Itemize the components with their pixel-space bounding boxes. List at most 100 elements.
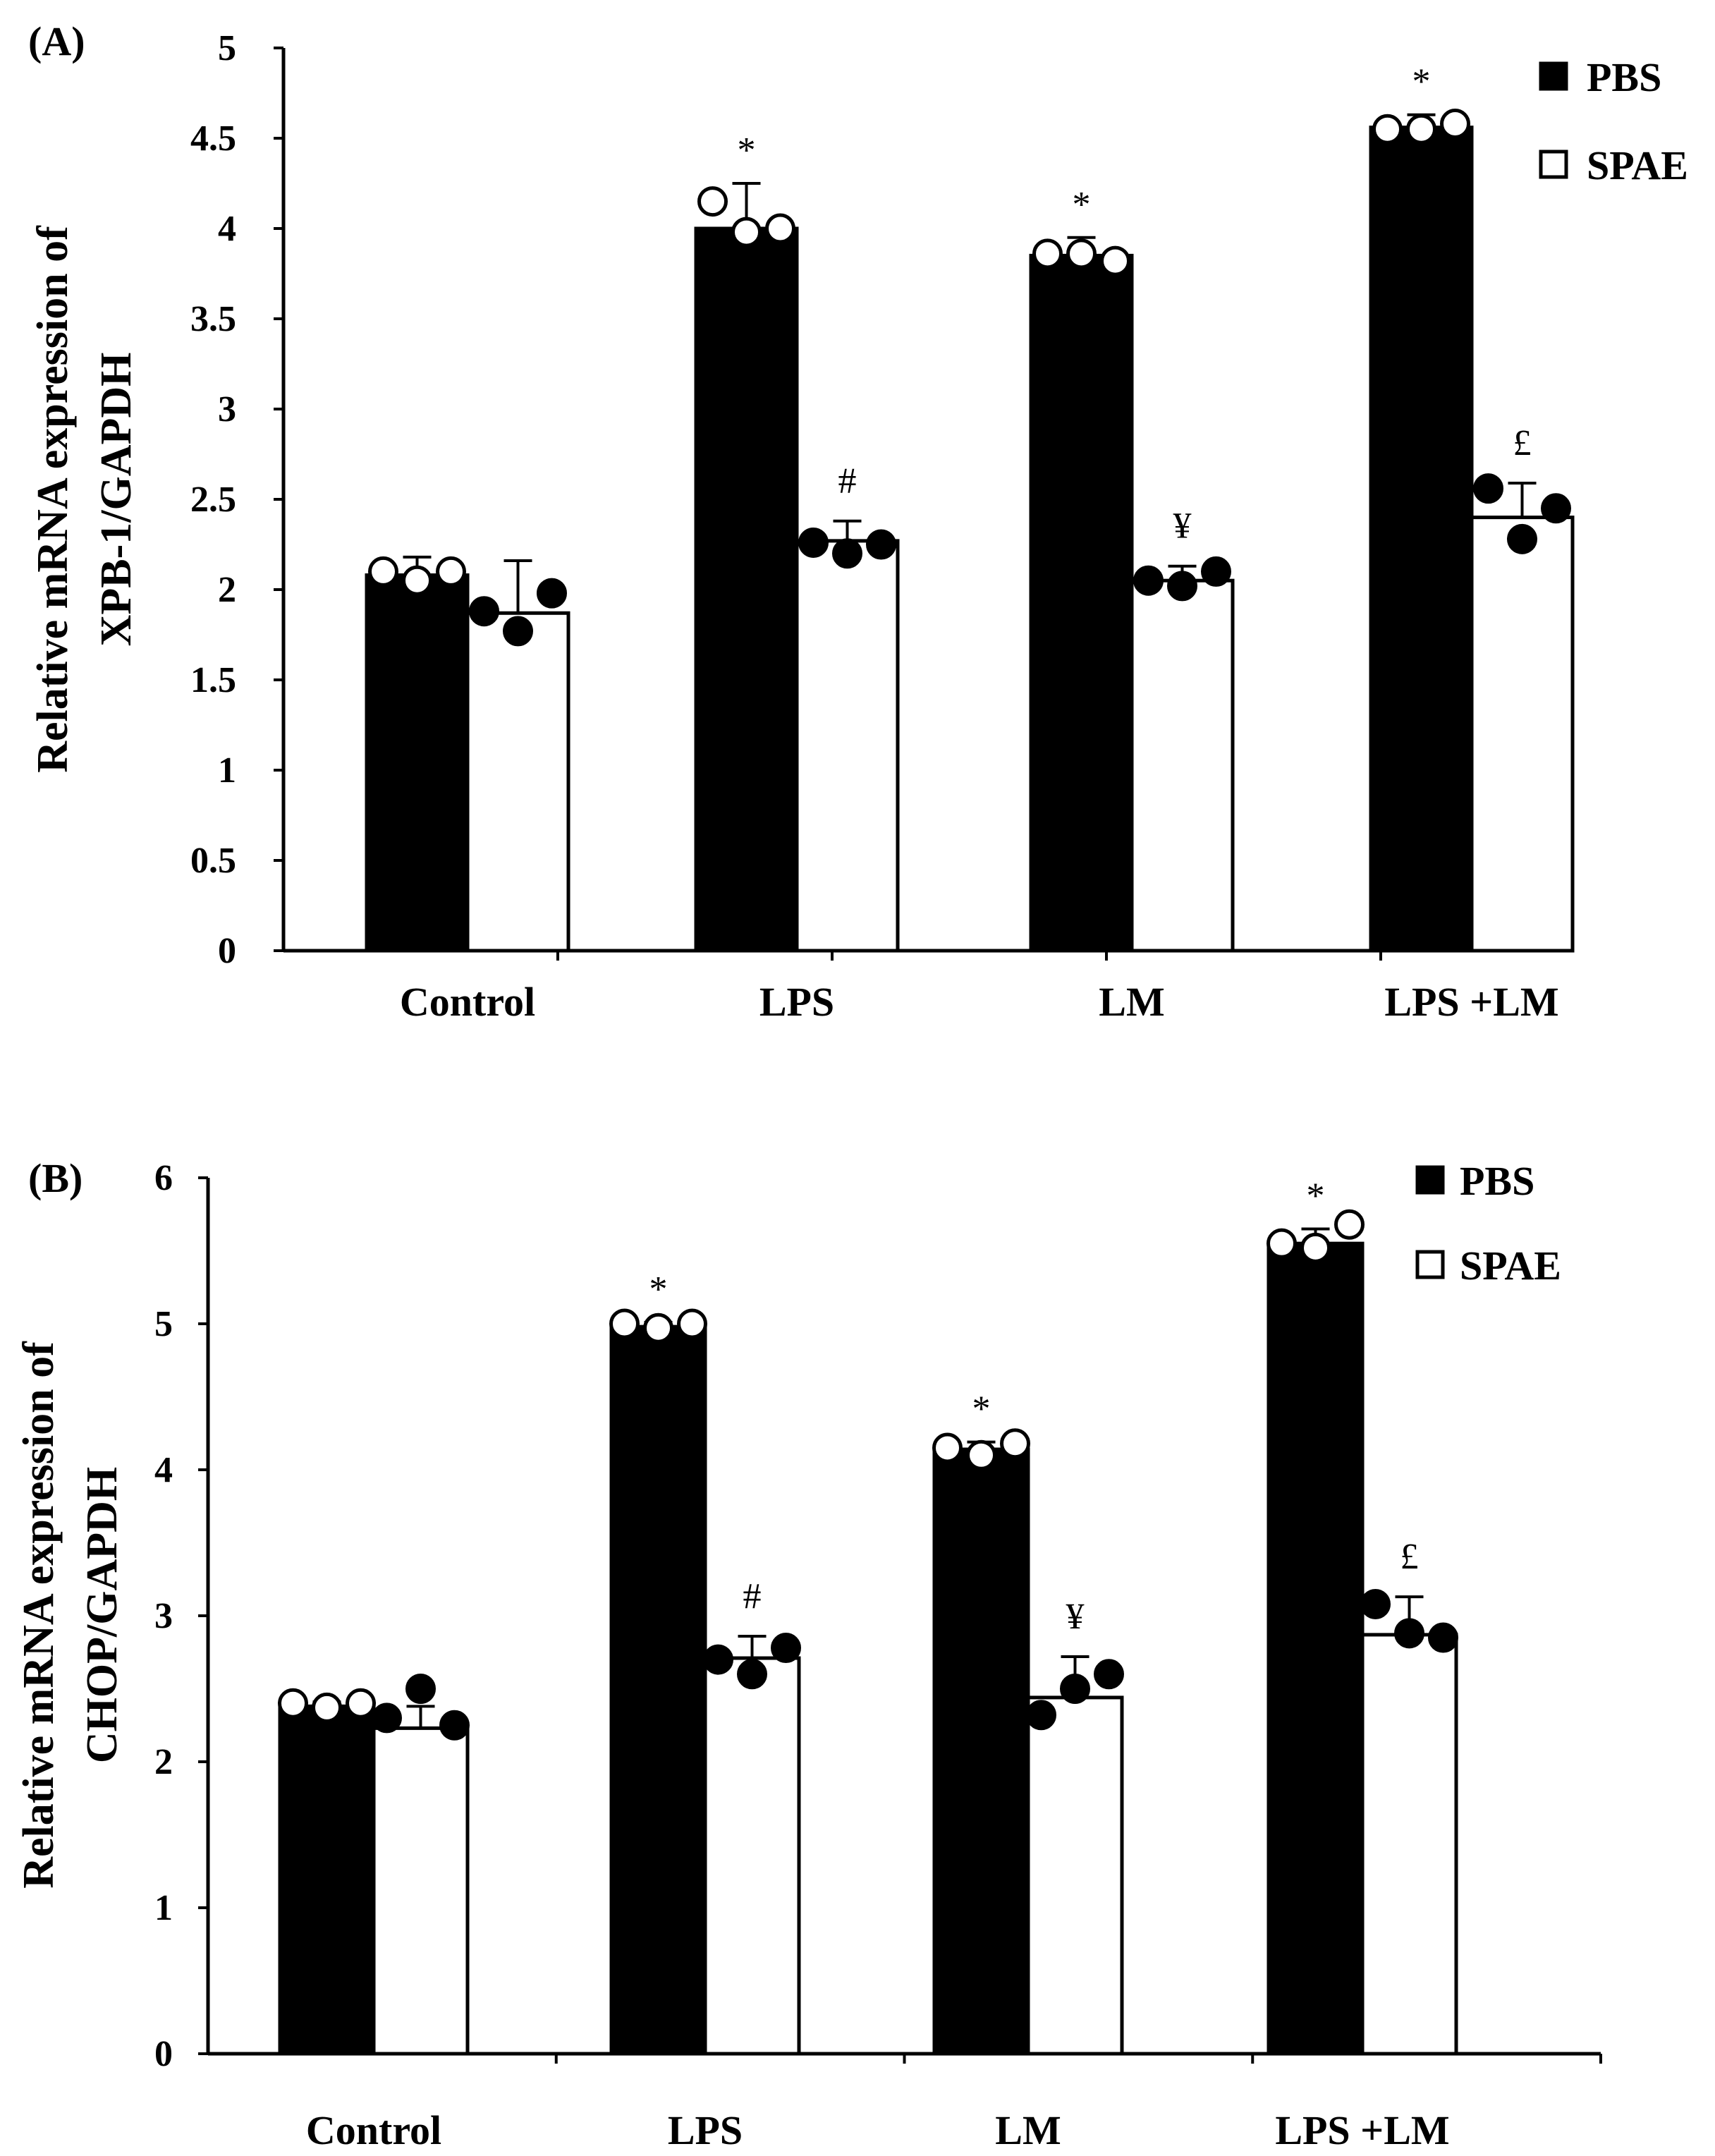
significance-mark: * — [1412, 62, 1431, 102]
data-point — [1394, 1618, 1424, 1649]
y-tick-label: 3.5 — [190, 299, 236, 339]
data-point — [1066, 238, 1097, 269]
significance-mark: ¥ — [1066, 1597, 1085, 1637]
data-point — [1100, 245, 1130, 276]
bar-spae — [1130, 578, 1235, 953]
bar-spae — [795, 539, 900, 953]
data-point — [312, 1692, 342, 1723]
legend-label-pbs: PBS — [1460, 1158, 1534, 1204]
bar-pbs — [1369, 126, 1474, 953]
x-category-label: LPS +LM — [1384, 979, 1558, 1025]
data-point — [436, 556, 466, 587]
y-tick-label: 2 — [154, 1742, 173, 1782]
bar-spae — [372, 1726, 470, 2056]
x-category-label: Control — [306, 2107, 441, 2153]
bar-pbs — [365, 573, 470, 953]
data-point — [1167, 571, 1197, 602]
y-tick-label: 5 — [154, 1304, 173, 1344]
bar-spae — [703, 1656, 801, 2056]
panel-a: (A) Relative mRNA expression of XPB-1/GAPD… — [28, 18, 1688, 1025]
data-point — [765, 213, 795, 244]
y-tick-label: 1 — [218, 750, 236, 791]
legend-label-spae: SPAE — [1587, 142, 1688, 188]
legend-label-pbs: PBS — [1587, 54, 1661, 100]
panel-b: (B) Relative mRNA expression of CHOP/GAPDH… — [15, 1155, 1602, 2153]
y-tick-label: 2 — [218, 570, 236, 610]
significance-mark: * — [738, 130, 756, 171]
x-category-label: LM — [995, 2107, 1061, 2153]
data-point — [1440, 109, 1470, 140]
y-tick-label: 1.5 — [190, 660, 236, 700]
data-point — [1133, 565, 1164, 596]
bar-pbs — [1267, 1241, 1365, 2056]
legend-swatch-pbs — [1415, 1165, 1445, 1195]
panel-label: (B) — [28, 1155, 83, 1201]
bar-spae — [1470, 516, 1575, 953]
y-tick-label: 3 — [154, 1596, 173, 1636]
data-point — [609, 1308, 640, 1339]
significance-mark: * — [1073, 185, 1091, 225]
y-tick-label: 4 — [154, 1450, 173, 1490]
data-point — [372, 1703, 402, 1734]
data-point — [402, 565, 432, 596]
significance-mark: £ — [1513, 423, 1532, 463]
bar-pbs — [694, 226, 799, 953]
bar-spae — [1360, 1633, 1458, 2056]
data-point — [966, 1439, 996, 1470]
bar-pbs — [932, 1447, 1030, 2056]
y-tick-label: 3 — [218, 389, 236, 430]
data-point — [1372, 114, 1403, 145]
data-point — [1428, 1622, 1458, 1653]
data-point — [1060, 1674, 1090, 1704]
data-point — [346, 1688, 376, 1719]
data-point — [537, 578, 567, 609]
y-tick-label: 0 — [218, 931, 236, 971]
data-point — [1267, 1228, 1297, 1259]
data-point — [469, 596, 499, 627]
x-category-label: Control — [400, 979, 535, 1025]
y-tick-label: 0 — [154, 2034, 173, 2074]
data-point — [1334, 1209, 1365, 1240]
y-tick-label: 5 — [218, 28, 236, 68]
data-point — [703, 1644, 733, 1675]
legend-swatch-spae — [1539, 150, 1568, 179]
data-point — [1473, 473, 1503, 504]
data-point — [1026, 1700, 1056, 1731]
bar-spae — [1026, 1695, 1124, 2056]
data-point — [643, 1313, 673, 1344]
significance-mark: * — [649, 1269, 668, 1310]
data-point — [405, 1674, 436, 1704]
data-point — [731, 217, 762, 248]
data-point — [1201, 556, 1231, 587]
y-tick-label: 2.5 — [190, 480, 236, 520]
bar-pbs — [278, 1704, 376, 2056]
y-tick-label: 6 — [154, 1158, 173, 1198]
legend-swatch-spae — [1415, 1250, 1445, 1279]
legend-label-spae: SPAE — [1460, 1243, 1561, 1289]
x-category-label: LPS — [759, 979, 834, 1025]
x-category-label: LM — [1099, 979, 1164, 1025]
y-tick-label: 1 — [154, 1888, 173, 1928]
legend-swatch-pbs — [1539, 61, 1568, 91]
y-tick-label: 4.5 — [190, 118, 236, 159]
data-point — [1541, 493, 1571, 524]
data-point — [866, 529, 896, 560]
data-point — [1094, 1659, 1124, 1690]
significance-mark: ¥ — [1173, 506, 1192, 547]
y-tick-label: 0.5 — [190, 841, 236, 881]
significance-mark: # — [838, 461, 857, 501]
x-category-label: LPS — [668, 2107, 743, 2153]
data-point — [503, 616, 533, 647]
panel-label: (A) — [28, 18, 85, 64]
x-category-label: LPS +LM — [1275, 2107, 1449, 2153]
bar-spae — [465, 611, 570, 953]
data-point — [1000, 1428, 1030, 1459]
data-point — [278, 1688, 308, 1719]
significance-mark: * — [972, 1389, 991, 1430]
significance-mark: £ — [1400, 1537, 1419, 1577]
data-point — [1507, 523, 1537, 554]
y-axis-title-line2: CHOP/GAPDH — [78, 1467, 126, 1763]
data-point — [932, 1432, 963, 1463]
y-tick-label: 4 — [218, 209, 236, 249]
